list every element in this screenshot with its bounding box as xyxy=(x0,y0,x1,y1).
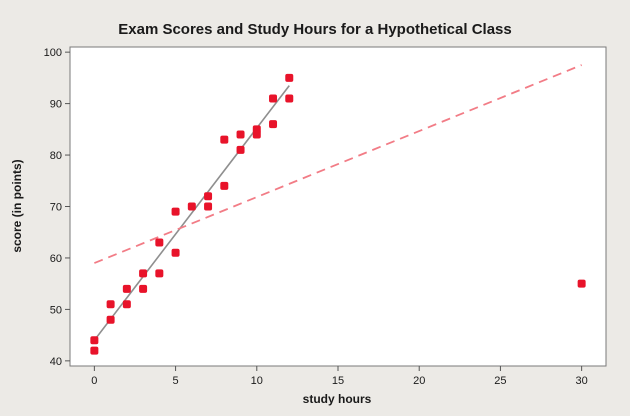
data-point xyxy=(122,284,131,293)
x-tick-label: 5 xyxy=(173,375,179,387)
data-point xyxy=(139,269,148,278)
x-tick-label: 0 xyxy=(91,375,97,387)
x-axis-label: study hours xyxy=(303,392,372,406)
x-tick-label: 10 xyxy=(251,375,263,387)
data-point xyxy=(220,135,229,144)
x-tick-label: 15 xyxy=(332,375,344,387)
data-point xyxy=(90,336,99,345)
x-tick-label: 30 xyxy=(576,375,588,387)
data-point xyxy=(187,202,196,211)
x-axis: 0 5 10 15 20 25 30 xyxy=(91,366,588,387)
y-tick-label: 40 xyxy=(50,356,62,368)
y-tick-label: 60 xyxy=(50,253,62,265)
data-point xyxy=(252,130,261,139)
data-points xyxy=(90,73,586,355)
data-point xyxy=(171,248,180,257)
x-tick-label: 20 xyxy=(413,375,425,387)
y-tick-label: 90 xyxy=(50,99,62,111)
data-point xyxy=(139,284,148,293)
x-tick-label: 25 xyxy=(494,375,506,387)
y-tick-label: 80 xyxy=(50,150,62,162)
y-tick-label: 70 xyxy=(50,202,62,214)
y-axis-label: score (in points) xyxy=(10,159,24,252)
data-point xyxy=(106,315,115,324)
data-point xyxy=(577,279,586,288)
data-point xyxy=(220,181,229,190)
data-point xyxy=(106,300,115,309)
data-point xyxy=(122,300,131,309)
y-tick-label: 100 xyxy=(44,47,62,59)
data-point xyxy=(171,207,180,216)
y-tick-label: 50 xyxy=(50,304,62,316)
chart-title: Exam Scores and Study Hours for a Hypoth… xyxy=(118,21,511,38)
data-point xyxy=(269,120,278,129)
data-point xyxy=(204,192,213,201)
y-axis: 40 50 60 70 80 90 100 xyxy=(44,47,70,368)
data-point xyxy=(269,94,278,103)
data-point xyxy=(155,269,164,278)
data-point xyxy=(155,238,164,247)
data-point xyxy=(90,346,99,355)
data-point xyxy=(285,73,294,82)
data-point xyxy=(236,130,245,139)
dashed-trend-line xyxy=(94,64,582,264)
data-point xyxy=(236,145,245,154)
plot-area xyxy=(69,46,607,367)
data-point xyxy=(285,94,294,103)
data-point xyxy=(204,202,213,211)
